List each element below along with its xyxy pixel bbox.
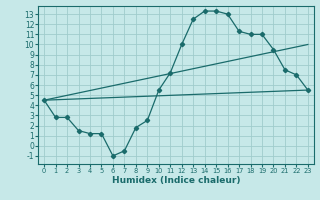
X-axis label: Humidex (Indice chaleur): Humidex (Indice chaleur) [112,176,240,185]
